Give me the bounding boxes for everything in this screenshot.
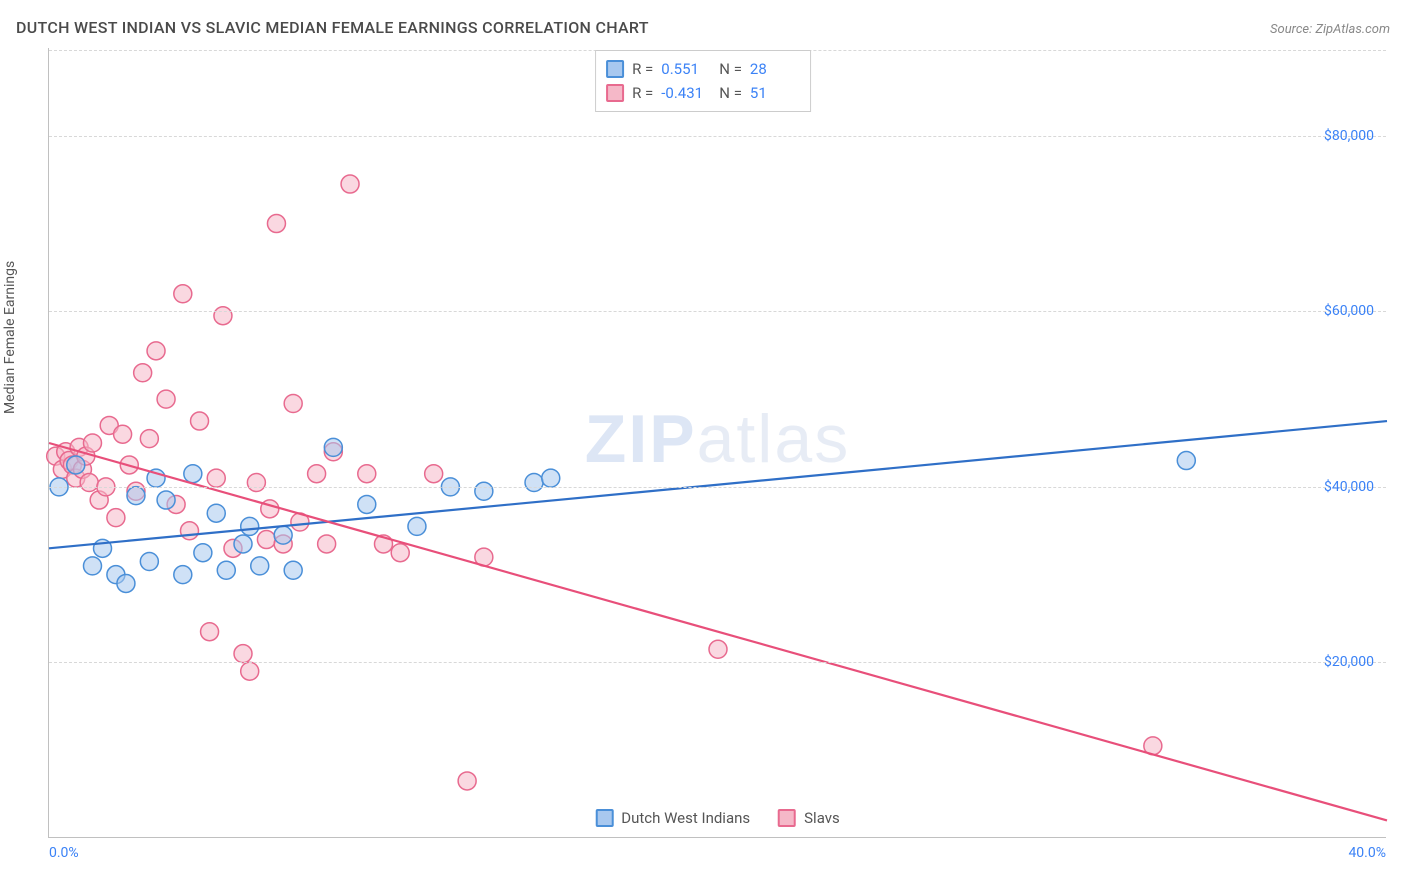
scatter-point-dutch (324, 438, 342, 456)
scatter-point-dutch (525, 474, 543, 492)
scatter-point-dutch (241, 517, 259, 535)
r-label: R = (632, 81, 653, 105)
scatter-point-slavs (147, 342, 165, 360)
scatter-point-slavs (709, 640, 727, 658)
scatter-point-dutch (475, 482, 493, 500)
scatter-point-slavs (180, 522, 198, 540)
scatter-point-slavs (241, 662, 259, 680)
scatter-point-slavs (214, 307, 232, 325)
scatter-point-slavs (308, 465, 326, 483)
stats-row-slavs: R = -0.431 N = 51 (606, 81, 800, 105)
n-label: N = (719, 81, 742, 105)
grid-line (49, 311, 1386, 312)
regression-line-slavs (49, 443, 1387, 820)
scatter-point-slavs (341, 175, 359, 193)
scatter-point-dutch (207, 504, 225, 522)
legend-swatch (778, 809, 796, 827)
scatter-point-dutch (284, 561, 302, 579)
scatter-point-slavs (358, 465, 376, 483)
series-legend: Dutch West Indians Slavs (595, 809, 840, 827)
scatter-point-dutch (234, 535, 252, 553)
scatter-point-slavs (234, 645, 252, 663)
scatter-point-dutch (217, 561, 235, 579)
correlation-stats-box: R = 0.551 N = 28 R = -0.431 N = 51 (595, 50, 811, 112)
x-tick-label: 0.0% (49, 845, 79, 861)
legend-swatch (606, 60, 624, 78)
y-tick-label: $60,000 (1324, 303, 1374, 319)
y-axis-label: Median Female Earnings (2, 261, 18, 414)
scatter-point-dutch (174, 566, 192, 584)
scatter-plot-svg (49, 48, 1386, 837)
scatter-point-slavs (458, 772, 476, 790)
scatter-point-dutch (140, 553, 158, 571)
scatter-point-slavs (107, 509, 125, 527)
stats-row-dutch: R = 0.551 N = 28 (606, 57, 800, 81)
r-label: R = (632, 57, 653, 81)
scatter-point-slavs (83, 434, 101, 452)
n-label: N = (719, 57, 742, 81)
scatter-point-dutch (117, 574, 135, 592)
x-tick-label: 40.0% (1348, 845, 1386, 861)
source-attribution: Source: ZipAtlas.com (1270, 22, 1390, 37)
legend-label: Dutch West Indians (621, 809, 750, 827)
y-tick-label: $80,000 (1324, 128, 1374, 144)
scatter-point-dutch (67, 456, 85, 474)
scatter-point-dutch (157, 491, 175, 509)
chart-title: DUTCH WEST INDIAN VS SLAVIC MEDIAN FEMAL… (16, 18, 649, 37)
y-tick-label: $20,000 (1324, 654, 1374, 670)
scatter-point-slavs (425, 465, 443, 483)
legend-swatch (595, 809, 613, 827)
grid-line (49, 662, 1386, 663)
scatter-point-slavs (257, 531, 275, 549)
scatter-point-slavs (134, 364, 152, 382)
scatter-point-slavs (191, 412, 209, 430)
scatter-point-slavs (267, 215, 285, 233)
n-value: 28 (750, 57, 800, 81)
r-value: 0.551 (661, 57, 711, 81)
scatter-point-dutch (251, 557, 269, 575)
scatter-point-slavs (318, 535, 336, 553)
scatter-point-slavs (284, 395, 302, 413)
grid-line (49, 487, 1386, 488)
scatter-point-dutch (274, 526, 292, 544)
scatter-point-dutch (194, 544, 212, 562)
scatter-point-slavs (80, 474, 98, 492)
legend-label: Slavs (804, 809, 840, 827)
scatter-point-slavs (201, 623, 219, 641)
y-tick-label: $40,000 (1324, 479, 1374, 495)
scatter-point-slavs (207, 469, 225, 487)
plot-area: ZIPatlas Dutch West IndiansSlavs $20,000… (48, 48, 1386, 838)
n-value: 51 (750, 81, 800, 105)
scatter-point-slavs (174, 285, 192, 303)
scatter-point-slavs (157, 390, 175, 408)
legend-item-slavs: Slavs (778, 809, 840, 827)
scatter-point-dutch (127, 487, 145, 505)
scatter-point-dutch (83, 557, 101, 575)
scatter-point-dutch (184, 465, 202, 483)
scatter-point-slavs (114, 425, 132, 443)
scatter-point-dutch (542, 469, 560, 487)
scatter-point-dutch (1177, 452, 1195, 470)
scatter-point-slavs (247, 474, 265, 492)
scatter-point-slavs (391, 544, 409, 562)
scatter-point-dutch (358, 495, 376, 513)
scatter-point-slavs (140, 430, 158, 448)
grid-line (49, 136, 1386, 137)
legend-swatch (606, 84, 624, 102)
scatter-point-dutch (408, 517, 426, 535)
legend-item-dutch: Dutch West Indians (595, 809, 750, 827)
r-value: -0.431 (661, 81, 711, 105)
